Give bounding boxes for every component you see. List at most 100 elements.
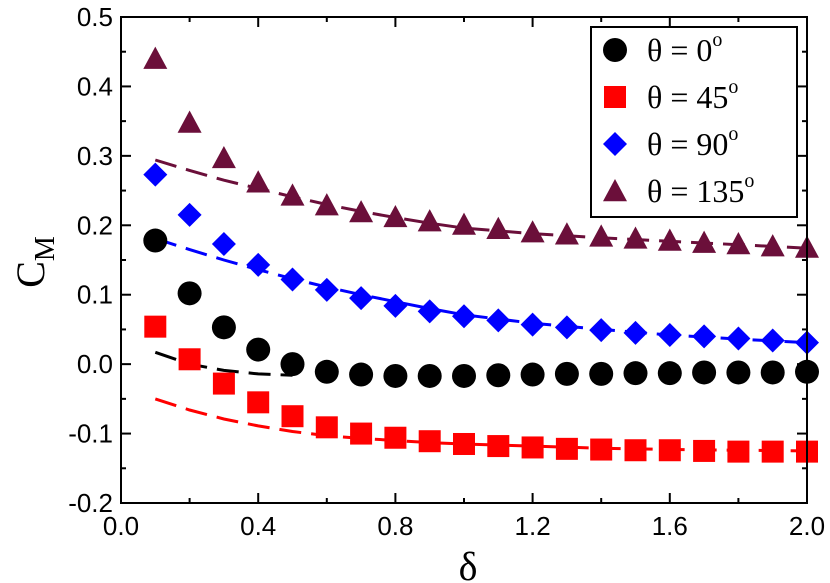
data-point-series-2 bbox=[383, 293, 408, 318]
data-point-series-2 bbox=[726, 326, 751, 351]
y-tick-label: 0.0 bbox=[77, 349, 113, 379]
data-point-series-0 bbox=[280, 352, 305, 377]
data-point-series-0 bbox=[554, 361, 579, 386]
legend-label-series-1: θ = 45o bbox=[647, 76, 738, 115]
x-tick-label: 1.2 bbox=[515, 511, 551, 541]
data-point-series-3 bbox=[280, 183, 305, 206]
data-point-series-0 bbox=[760, 360, 785, 385]
data-point-series-0 bbox=[177, 281, 202, 306]
data-point-series-0 bbox=[246, 337, 271, 362]
data-point-series-0 bbox=[211, 315, 236, 340]
data-point-series-1 bbox=[761, 440, 784, 463]
data-point-series-0 bbox=[623, 361, 648, 386]
y-tick-label: -0.1 bbox=[68, 419, 113, 449]
y-tick-label: 0.1 bbox=[77, 280, 113, 310]
data-point-series-2 bbox=[623, 320, 648, 345]
data-point-series-0 bbox=[486, 363, 511, 388]
legend-label-series-3: θ = 135o bbox=[647, 170, 754, 209]
y-tick-label: 0.2 bbox=[77, 210, 113, 240]
data-point-series-3 bbox=[246, 170, 271, 193]
y-tick-label: 0.5 bbox=[77, 2, 113, 32]
data-point-series-2 bbox=[486, 308, 511, 333]
data-point-series-1 bbox=[624, 439, 647, 462]
data-point-series-3 bbox=[417, 209, 442, 232]
x-tick-label: 0.8 bbox=[377, 511, 413, 541]
fit-curve-series-2 bbox=[154, 237, 808, 345]
legend-marker-series-3 bbox=[603, 179, 627, 202]
data-point-series-1 bbox=[487, 435, 510, 458]
data-point-series-0 bbox=[314, 359, 339, 384]
data-point-series-3 bbox=[452, 212, 476, 235]
data-point-series-3 bbox=[143, 46, 168, 69]
data-point-series-2 bbox=[417, 299, 442, 324]
data-point-series-2 bbox=[211, 232, 236, 257]
data-point-series-2 bbox=[314, 277, 339, 302]
data-point-series-3 bbox=[314, 193, 339, 216]
data-point-series-2 bbox=[692, 324, 717, 349]
legend-label-series-0: θ = 0o bbox=[647, 29, 722, 68]
data-point-series-1 bbox=[315, 416, 338, 439]
legend-label-series-2: θ = 90o bbox=[647, 123, 738, 162]
data-point-series-3 bbox=[726, 232, 751, 255]
legend: θ = 0o θ = 45o θ = 90o θ = 135o bbox=[590, 26, 798, 218]
data-point-series-3 bbox=[692, 230, 717, 253]
x-tick-label: 0.0 bbox=[103, 511, 139, 541]
data-point-series-0 bbox=[349, 362, 374, 387]
axes: 0.0 0.4 0.8 1.2 1.6 2.0 -0.2 -0.1 0.0 0.1 0.2 0.3 0.… bbox=[68, 2, 825, 541]
data-point-series-1 bbox=[453, 432, 475, 455]
data-point-series-0 bbox=[452, 363, 476, 388]
data-point-series-1 bbox=[350, 422, 373, 445]
y-tick-label: 0.3 bbox=[77, 141, 113, 171]
data-point-series-0 bbox=[383, 363, 408, 388]
data-point-series-3 bbox=[520, 220, 545, 243]
data-point-series-3 bbox=[554, 222, 579, 245]
data-point-series-3 bbox=[177, 110, 202, 133]
data-point-series-1 bbox=[281, 405, 304, 428]
data-point-series-2 bbox=[349, 286, 374, 311]
data-point-series-2 bbox=[452, 304, 476, 329]
data-point-series-2 bbox=[520, 312, 545, 337]
data-point-series-3 bbox=[349, 200, 374, 223]
x-tick-label: 2.0 bbox=[789, 511, 825, 541]
legend-marker-series-0 bbox=[603, 38, 627, 62]
data-point-series-0 bbox=[417, 363, 442, 388]
data-point-series-0 bbox=[589, 361, 614, 386]
data-point-series-0 bbox=[657, 361, 682, 386]
data-point-series-1 bbox=[384, 426, 407, 449]
data-point-series-3 bbox=[760, 234, 785, 257]
data-point-series-1 bbox=[590, 438, 613, 461]
data-point-series-3 bbox=[623, 226, 648, 249]
fit-curve-series-0 bbox=[154, 350, 293, 377]
y-tick-label: 0.4 bbox=[77, 71, 113, 101]
data-point-series-2 bbox=[554, 315, 579, 340]
data-point-series-2 bbox=[657, 322, 682, 347]
data-point-series-1 bbox=[212, 372, 235, 395]
data-point-series-2 bbox=[177, 202, 202, 227]
x-tick-label: 0.4 bbox=[240, 511, 276, 541]
legend-marker-series-2 bbox=[603, 132, 627, 156]
data-point-series-0 bbox=[726, 360, 751, 385]
data-point-series-2 bbox=[246, 252, 271, 277]
data-point-series-1 bbox=[521, 436, 544, 459]
data-point-series-2 bbox=[760, 328, 785, 353]
data-point-series-0 bbox=[143, 228, 168, 253]
data-point-series-2 bbox=[280, 267, 305, 292]
data-point-series-3 bbox=[486, 216, 511, 239]
data-point-series-3 bbox=[211, 145, 236, 169]
data-point-series-0 bbox=[692, 360, 717, 385]
data-point-series-3 bbox=[589, 224, 614, 247]
data-point-series-1 bbox=[727, 440, 750, 463]
data-point-series-3 bbox=[383, 204, 408, 228]
data-point-series-1 bbox=[693, 439, 716, 462]
data-point-series-1 bbox=[658, 439, 681, 462]
data-point-series-3 bbox=[657, 228, 682, 251]
y-axis-label-main: CM bbox=[8, 236, 61, 288]
data-point-series-2 bbox=[589, 318, 614, 343]
data-markers bbox=[143, 46, 819, 463]
x-tick-label: 1.6 bbox=[652, 511, 688, 541]
legend-marker-series-1 bbox=[604, 86, 626, 108]
data-point-series-2 bbox=[143, 162, 168, 187]
fit-curve-series-3 bbox=[154, 158, 808, 250]
data-point-series-1 bbox=[178, 348, 201, 371]
